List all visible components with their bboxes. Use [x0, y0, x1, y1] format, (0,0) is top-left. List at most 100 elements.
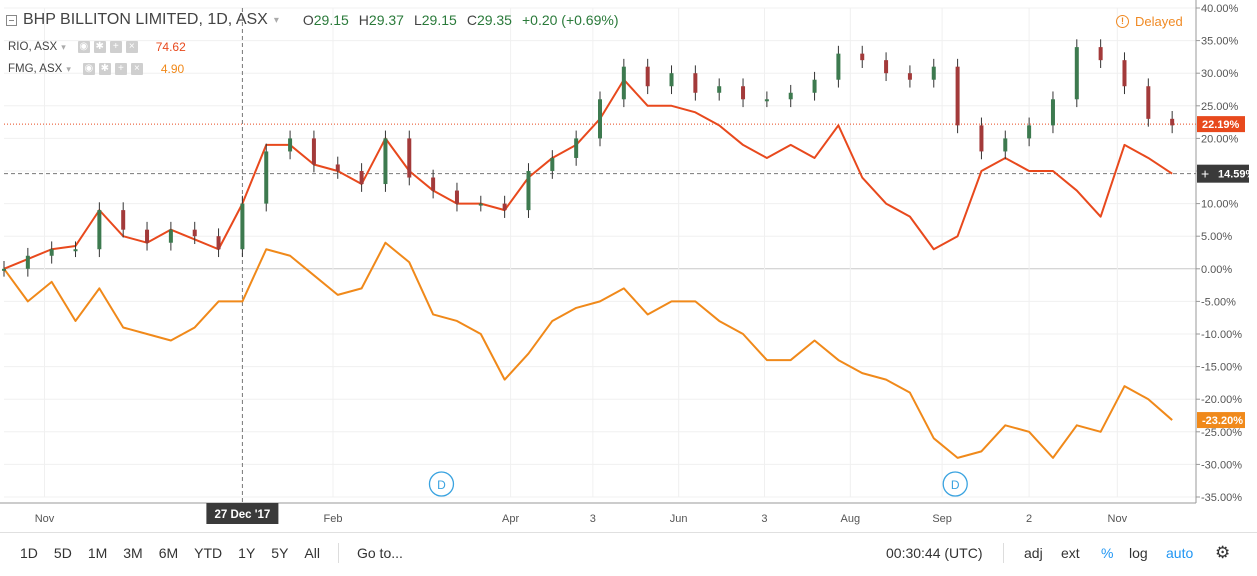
candle-body: [192, 229, 197, 237]
percent-label[interactable]: %: [1101, 544, 1114, 561]
percent-toggle[interactable]: %: [1101, 533, 1113, 572]
range-all[interactable]: All: [304, 544, 320, 561]
delayed-indicator[interactable]: ! Delayed: [1116, 14, 1183, 29]
low-value: 29.15: [421, 12, 457, 28]
log-label[interactable]: log: [1129, 544, 1148, 561]
auto-toggle[interactable]: auto: [1166, 533, 1193, 572]
candle-body: [717, 86, 722, 93]
candle-body: [669, 73, 674, 87]
candle-body: [1146, 86, 1151, 119]
x-tick-label: Feb: [324, 513, 343, 525]
low-label: L: [413, 12, 422, 28]
candle-body: [454, 190, 459, 204]
candle-body: [2, 268, 6, 271]
candle-body: [145, 229, 150, 243]
candle-body: [49, 249, 54, 256]
chevron-down-icon[interactable]: ▾: [273, 14, 279, 26]
range-5d[interactable]: 5D: [53, 544, 72, 561]
symbol-title[interactable]: BHP BILLITON LIMITED, 1D, ASX: [23, 11, 268, 28]
candle-body: [335, 164, 340, 171]
candle-body: [240, 203, 245, 250]
candle-body: [1027, 125, 1032, 139]
candle-body: [741, 86, 746, 100]
candle-body: [25, 255, 30, 269]
range-ytd[interactable]: YTD: [194, 544, 223, 561]
eye-icon[interactable]: ◉: [82, 63, 95, 75]
last-value-label: 22.19%: [1202, 119, 1240, 131]
y-tick-label: -35.00%: [1201, 492, 1242, 504]
range-1y[interactable]: 1Y: [238, 544, 256, 561]
open-value: 29.15: [313, 12, 349, 28]
candle-body: [621, 66, 626, 100]
utc-clock[interactable]: 00:30:44 (UTC): [886, 544, 983, 561]
y-tick-label: -25.00%: [1201, 427, 1242, 439]
chevron-down-icon[interactable]: ▾: [61, 41, 66, 52]
x-tick-label: 3: [761, 513, 767, 525]
compare-value: 4.90: [160, 62, 185, 76]
candle-body: [526, 171, 531, 211]
y-tick-label: -20.00%: [1201, 394, 1242, 406]
candle-body: [264, 151, 269, 204]
gear-icon[interactable]: ✱: [93, 41, 106, 53]
plus-icon[interactable]: +: [114, 63, 127, 75]
adj-toggle[interactable]: adj: [1024, 533, 1043, 572]
goto-button[interactable]: Go to...: [356, 544, 403, 561]
y-tick-label: 40.00%: [1201, 3, 1239, 15]
eye-icon[interactable]: ◉: [77, 41, 90, 53]
ext-toggle[interactable]: ext: [1061, 533, 1080, 572]
y-tick-label: 35.00%: [1201, 36, 1239, 48]
candle-body: [1074, 47, 1079, 100]
log-toggle[interactable]: log: [1129, 533, 1148, 572]
compare-row-rio[interactable]: RIO, ASX ▾ ◉ ✱ + × 74.62: [8, 40, 186, 54]
ohlc-values: O29.15 H29.37 L29.15 C29.35 +0.20 (+0.69…: [303, 12, 619, 28]
divider: [1003, 533, 1004, 572]
adj-label[interactable]: adj: [1024, 544, 1043, 561]
bottom-toolbar: 1D 5D 1M 3M 6M YTD 1Y 5Y All Go to... 00…: [0, 532, 1257, 572]
range-5y[interactable]: 5Y: [271, 544, 289, 561]
candle-body: [311, 138, 316, 165]
compare-row-fmg[interactable]: FMG, ASX ▾ ◉ ✱ + × 4.90: [8, 62, 184, 76]
crosshair-price-label: 14.59%: [1218, 169, 1256, 181]
dividend-label: D: [437, 478, 446, 492]
x-tick-label: Apr: [502, 513, 519, 525]
y-tick-label: 25.00%: [1201, 101, 1239, 113]
candle-body: [288, 138, 293, 152]
close-icon[interactable]: ×: [125, 41, 138, 53]
collapse-icon[interactable]: [6, 14, 17, 26]
plus-icon[interactable]: +: [109, 41, 122, 53]
candle-body: [955, 66, 960, 126]
candle-body: [359, 171, 364, 185]
candle-body: [836, 53, 841, 80]
y-tick-label: -5.00%: [1201, 296, 1236, 308]
auto-label[interactable]: auto: [1166, 544, 1194, 561]
candle-body: [73, 249, 78, 252]
candle-body: [693, 73, 698, 93]
crosshair-date-tag: [206, 503, 279, 524]
change-value: +0.20 (+0.69%): [521, 12, 619, 28]
candle-body: [168, 229, 173, 243]
close-icon[interactable]: ×: [130, 63, 143, 75]
range-1m[interactable]: 1M: [87, 544, 108, 561]
chevron-down-icon[interactable]: ▾: [66, 63, 71, 74]
candle-body: [407, 138, 412, 178]
y-tick-label: -15.00%: [1201, 362, 1242, 374]
range-1d[interactable]: 1D: [20, 544, 38, 561]
y-tick-label: -10.00%: [1201, 329, 1242, 341]
gear-icon[interactable]: ✱: [98, 63, 111, 75]
ext-label[interactable]: ext: [1061, 544, 1080, 561]
candle-body: [1050, 99, 1055, 126]
candle-body: [1098, 47, 1103, 61]
candle-body: [383, 138, 388, 185]
range-3m[interactable]: 3M: [123, 544, 143, 561]
candle-body: [1003, 138, 1008, 152]
settings-gear-icon[interactable]: ⚙: [1215, 542, 1231, 562]
range-6m[interactable]: 6M: [158, 544, 179, 561]
divider: [337, 542, 339, 563]
compare-symbol[interactable]: RIO, ASX: [8, 41, 58, 53]
dividend-label: D: [951, 478, 960, 492]
compare-symbol[interactable]: FMG, ASX: [8, 63, 63, 75]
dividend-marker: [428, 471, 455, 497]
candle-body: [764, 99, 769, 102]
